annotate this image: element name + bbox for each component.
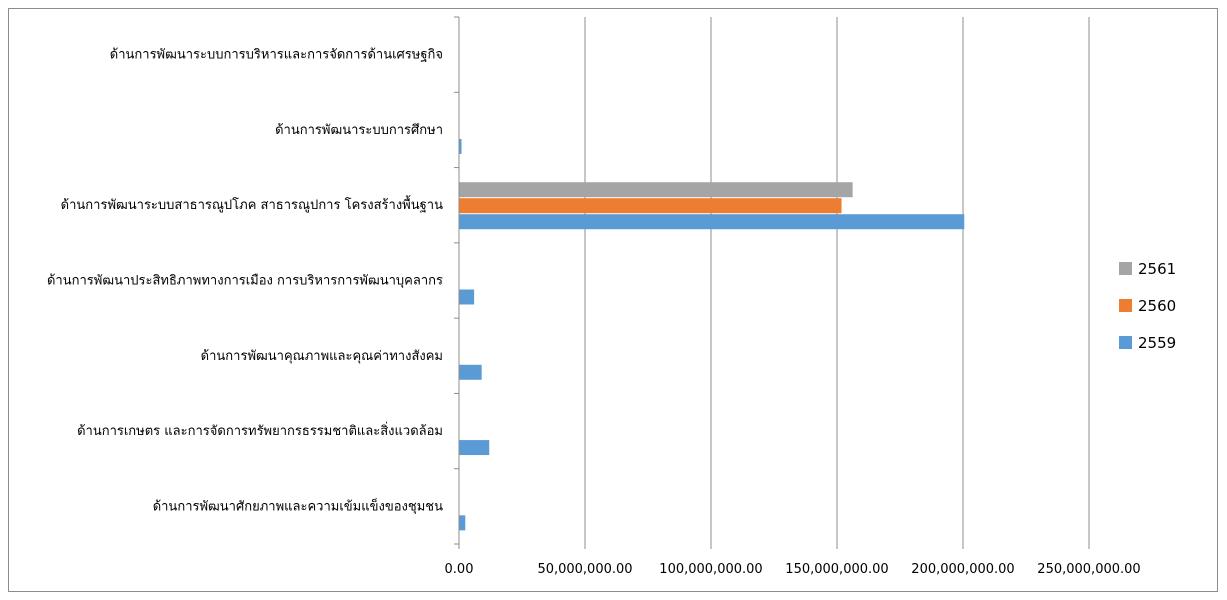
- chart-frame: [8, 8, 1218, 592]
- bar-2559: [459, 364, 482, 380]
- category-label: ด้านการพัฒนาระบบสาธารณูปโภค สาธารณูปการ …: [61, 195, 443, 213]
- x-tick-label: 100,000,000.00: [659, 562, 762, 577]
- x-tick-label: 200,000,000.00: [911, 562, 1014, 577]
- legend: 2561 2560 2559: [1119, 260, 1176, 352]
- x-tick-label: 150,000,000.00: [785, 562, 888, 577]
- bar-2561: [459, 182, 853, 198]
- x-tick-label: 250,000,000.00: [1037, 562, 1140, 577]
- category-label: ด้านการพัฒนาระบบการศึกษา: [275, 123, 443, 138]
- bar-2559: [459, 289, 475, 305]
- axes: [454, 16, 1090, 549]
- category-label: ด้านการพัฒนาศักยภาพและความเข้มแข็งของชุม…: [153, 496, 443, 514]
- x-tick-label: 50,000,000.00: [537, 562, 632, 577]
- legend-label-2561: 2561: [1138, 260, 1176, 278]
- category-labels: ด้านการพัฒนาศักยภาพและความเข้มแข็งของชุม…: [47, 48, 443, 515]
- category-label: ด้านการพัฒนาประสิทธิภาพทางการเมือง การบร…: [47, 273, 443, 289]
- legend-label-2560: 2560: [1138, 297, 1176, 315]
- category-label: ด้านการพัฒนาระบบการบริหารและการจัดการด้า…: [110, 48, 443, 63]
- bar-2559: [459, 214, 965, 230]
- legend-label-2559: 2559: [1138, 334, 1176, 352]
- legend-swatch-2561: [1119, 262, 1132, 275]
- category-label: ด้านการพัฒนาคุณภาพและคุณค่าทางสังคม: [201, 349, 443, 364]
- category-label: ด้านการเกษตร และการจัดการทรัพยากรธรรมชาต…: [77, 422, 443, 439]
- x-tick-label: 0.00: [445, 562, 474, 577]
- legend-swatch-2559: [1119, 336, 1132, 349]
- bar-2560: [459, 198, 842, 214]
- bar-2559: [459, 515, 466, 531]
- bar-2559: [459, 440, 490, 456]
- legend-swatch-2560: [1119, 299, 1132, 312]
- bar-2559: [459, 138, 462, 154]
- bars: [459, 138, 965, 531]
- x-tick-labels: 0.00 50,000,000.00 100,000,000.00 150,000,0…: [445, 562, 1141, 577]
- gridlines: [584, 17, 1090, 544]
